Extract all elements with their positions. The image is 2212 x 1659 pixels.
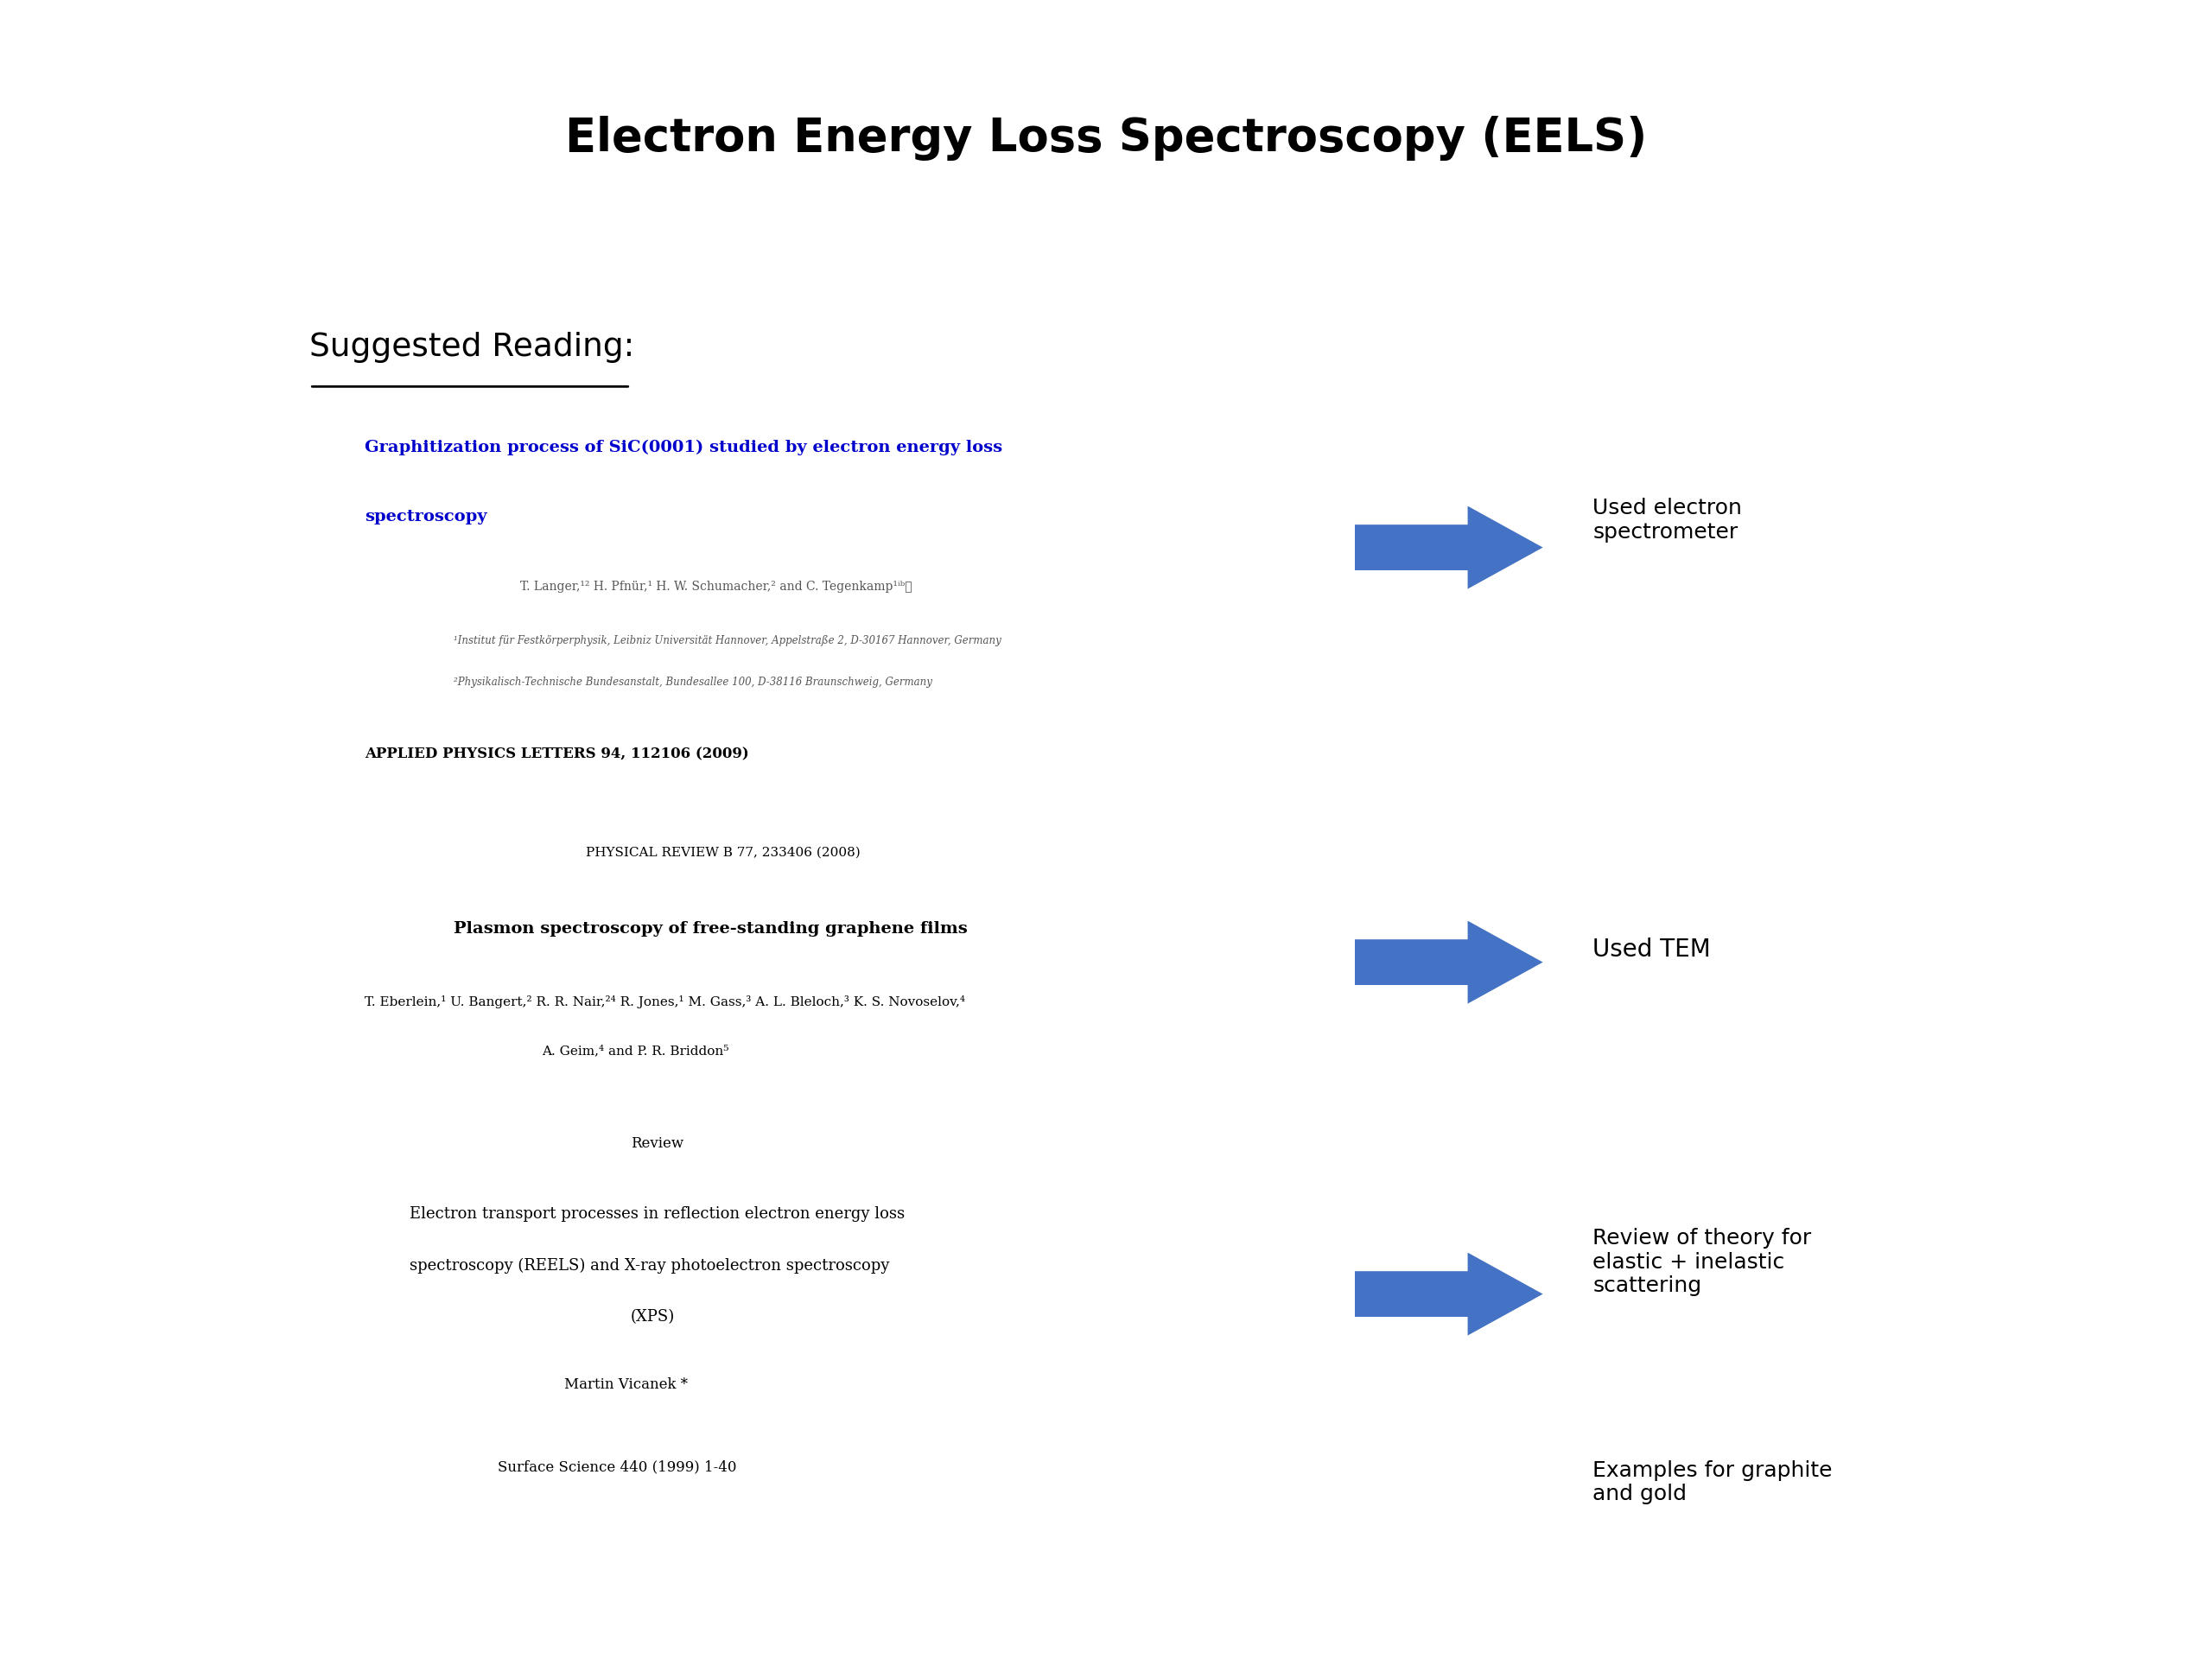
Text: ¹Institut für Festkörperphysik, Leibniz Universität Hannover, Appelstraße 2, D-3: ¹Institut für Festkörperphysik, Leibniz … xyxy=(453,635,1002,647)
Polygon shape xyxy=(1354,921,1544,1004)
Polygon shape xyxy=(1354,1253,1544,1335)
Text: Used electron
spectrometer: Used electron spectrometer xyxy=(1593,498,1743,542)
Text: Electron Energy Loss Spectroscopy (EELS): Electron Energy Loss Spectroscopy (EELS) xyxy=(564,116,1648,161)
Text: Plasmon spectroscopy of free-standing graphene films: Plasmon spectroscopy of free-standing gr… xyxy=(453,921,967,936)
Text: T. Langer,¹² H. Pfnür,¹ H. W. Schumacher,² and C. Tegenkamp¹ⁱᵇ⧃: T. Langer,¹² H. Pfnür,¹ H. W. Schumacher… xyxy=(520,581,911,592)
Text: APPLIED PHYSICS LETTERS 94, 112106 (2009): APPLIED PHYSICS LETTERS 94, 112106 (2009… xyxy=(365,747,750,761)
Text: T. Eberlein,¹ U. Bangert,² R. R. Nair,²⁴ R. Jones,¹ M. Gass,³ A. L. Bleloch,³ K.: T. Eberlein,¹ U. Bangert,² R. R. Nair,²⁴… xyxy=(365,995,964,1009)
Text: spectroscopy (REELS) and X-ray photoelectron spectroscopy: spectroscopy (REELS) and X-ray photoelec… xyxy=(409,1258,889,1274)
Text: Examples for graphite
and gold: Examples for graphite and gold xyxy=(1593,1460,1832,1505)
Text: A. Geim,⁴ and P. R. Briddon⁵: A. Geim,⁴ and P. R. Briddon⁵ xyxy=(542,1045,730,1057)
Text: Used TEM: Used TEM xyxy=(1593,937,1710,962)
Text: Surface Science 440 (1999) 1-40: Surface Science 440 (1999) 1-40 xyxy=(498,1460,737,1475)
Text: Electron transport processes in reflection electron energy loss: Electron transport processes in reflecti… xyxy=(409,1206,905,1221)
Text: PHYSICAL REVIEW B 77, 233406 (2008): PHYSICAL REVIEW B 77, 233406 (2008) xyxy=(586,846,860,858)
Text: Review of theory for
elastic + inelastic
scattering: Review of theory for elastic + inelastic… xyxy=(1593,1228,1812,1296)
Text: Review: Review xyxy=(630,1136,684,1151)
Text: (XPS): (XPS) xyxy=(630,1309,675,1324)
Text: Suggested Reading:: Suggested Reading: xyxy=(310,332,635,363)
Text: ²Physikalisch-Technische Bundesanstalt, Bundesallee 100, D-38116 Braunschweig, G: ²Physikalisch-Technische Bundesanstalt, … xyxy=(453,677,931,688)
Text: Martin Vicanek *: Martin Vicanek * xyxy=(564,1377,688,1392)
Polygon shape xyxy=(1354,506,1544,589)
Text: spectroscopy: spectroscopy xyxy=(365,509,487,524)
Text: Graphitization process of SiC(0001) studied by electron energy loss: Graphitization process of SiC(0001) stud… xyxy=(365,440,1002,456)
